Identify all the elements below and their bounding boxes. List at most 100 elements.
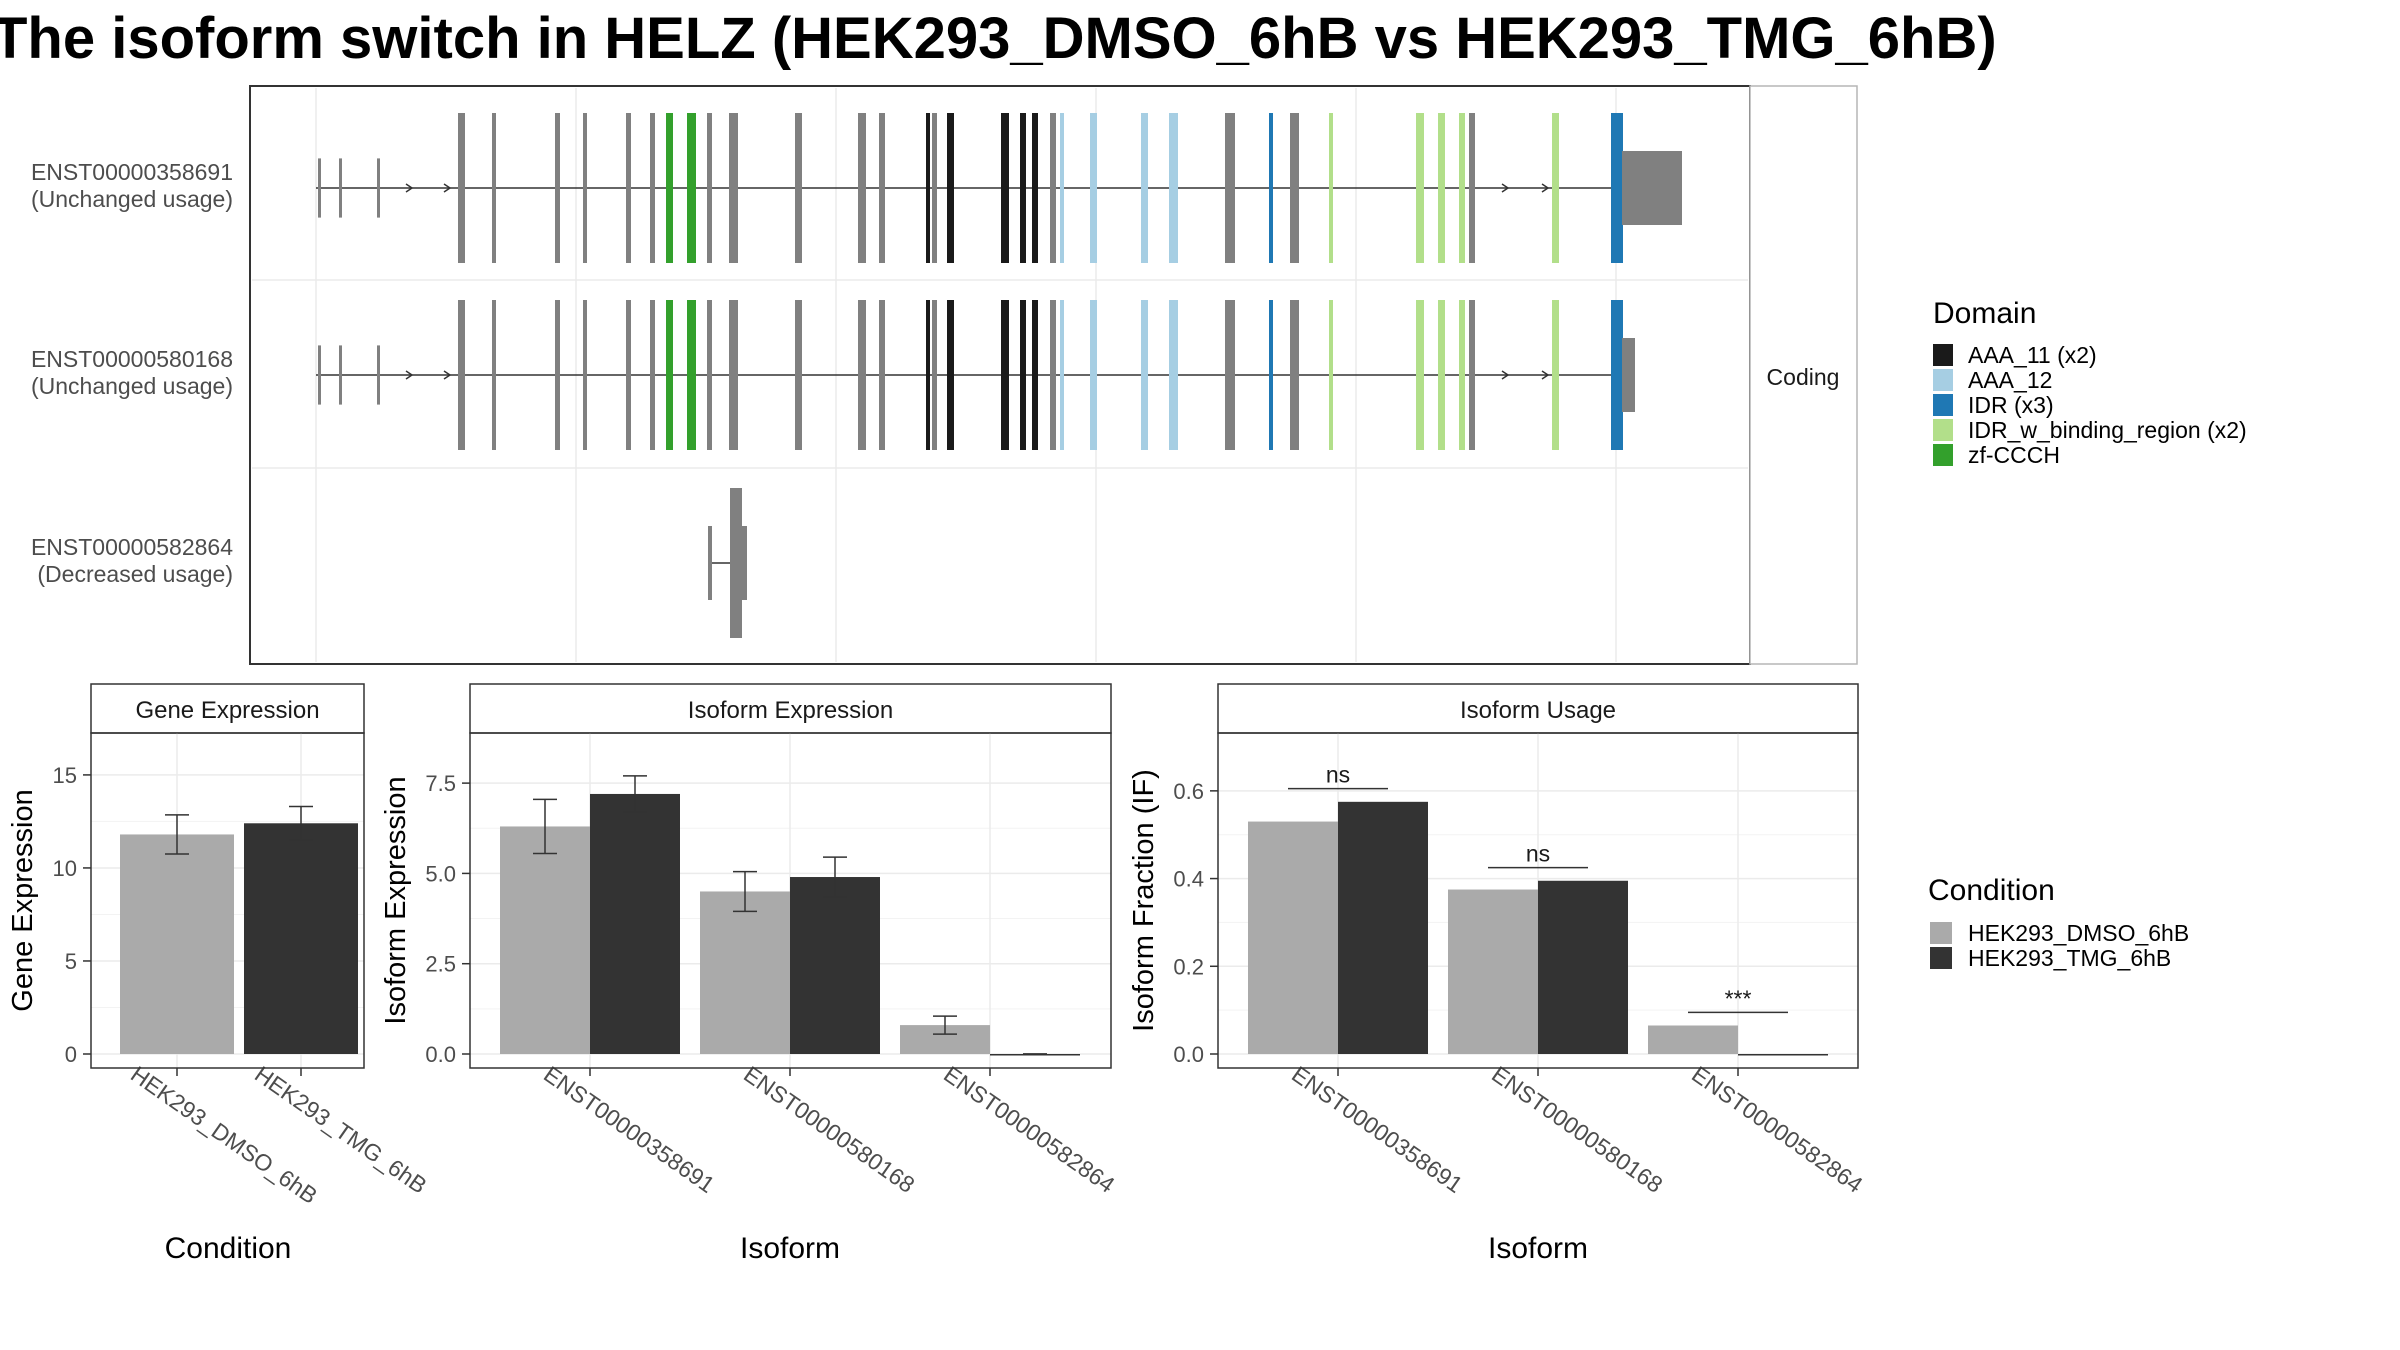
exon-mark [1225,113,1235,263]
transcript-id-label: ENST00000582864 [31,534,233,560]
exon-mark [1090,300,1097,450]
significance-label: ns [1526,841,1550,867]
exon-mark [1169,300,1178,450]
y-tick-label: 2.5 [425,952,456,977]
exon-mark [1416,300,1424,450]
domain-legend-label: AAA_12 [1968,367,2052,393]
exon-mark [1050,300,1056,450]
panel-border [90,732,365,1069]
exon-mark [492,113,496,263]
exon-mark [555,113,560,263]
exon-mark [1329,113,1333,263]
x-axis-title: Isoform [1488,1232,1588,1265]
exon-mark [650,113,655,263]
y-tick-label: 5.0 [425,861,456,886]
bar-tmg [790,877,880,1054]
x-tick-label: ENST00000358691 [539,1061,719,1198]
y-axis-title: Gene Expression [7,789,39,1011]
domain-legend-label: IDR (x3) [1968,392,2054,418]
exon-mark [458,113,465,263]
exon-mark [339,345,342,405]
bar-tmg [1738,1054,1828,1056]
exon-mark [1290,113,1299,263]
transcript-id-label: ENST00000358691 [31,159,233,185]
exon-mark [1141,113,1148,263]
bar-panel-isoform_expression: Isoform Expression 0.0 2.5 5.0 7.5 ENST000003… [380,683,1120,1265]
bar-panel-isoform_usage: Isoform Usage 0.0 0.2 0.4 0.6 ENST00000358691… [1128,683,1868,1265]
expression-panels: Gene Expression051015HEK293_DMSO_6hBHEK2… [7,683,1868,1265]
strand-arrow [443,183,452,193]
exon-mark [1032,300,1038,450]
y-tick-label: 0.6 [1173,779,1204,804]
domain-legend-swatch [1933,394,1953,416]
bar-dmso [1248,821,1338,1054]
exon-mark [1060,113,1064,263]
y-tick-label: 0 [65,1042,77,1067]
exon-mark [666,113,673,263]
exon-mark [729,300,738,450]
exon-mark [1459,113,1465,263]
exon-mark [707,113,712,263]
exon-mark [339,158,342,218]
domain-legend-swatch [1933,344,1953,366]
exon-mark [1459,300,1465,450]
exon-mark [650,300,655,450]
exon-mark [318,158,321,218]
bar-dmso [700,891,790,1054]
y-tick-label: 5 [65,949,77,974]
bar-dmso [120,834,234,1054]
condition-legend-label: HEK293_DMSO_6hB [1968,920,2189,946]
exon-mark [1141,300,1148,450]
exon-mark [1269,300,1273,450]
exon-mark [1169,113,1178,263]
exon-mark [1290,300,1299,450]
transcript-id-label: ENST00000580168 [31,346,233,372]
y-axis-title: Isoform Fraction (IF) [1128,769,1160,1032]
y-tick-label: 0.0 [425,1042,456,1067]
strand-arrow [1541,183,1550,193]
y-tick-label: 15 [53,763,77,788]
exon-mark [1438,113,1445,263]
y-tick-label: 0.4 [1173,867,1204,892]
strand-arrow [1501,370,1510,380]
domain-legend-label: zf-CCCH [1968,442,2060,468]
exon-mark [1329,300,1333,450]
exon-mark [707,300,712,450]
exon-mark [1552,300,1559,450]
exon-mark [858,113,866,263]
exon-mark [1438,300,1445,450]
panel-strip [90,683,365,734]
exon-mark [1225,300,1235,450]
condition-legend-title: Condition [1928,874,2055,907]
exon-mark [492,300,496,450]
exon-mark [858,300,866,450]
exon-mark [932,113,937,263]
bar-panel-gene_expression: Gene Expression051015HEK293_DMSO_6hBHEK2… [7,683,432,1265]
panel-strip-label: Isoform Expression [688,697,893,724]
condition-legend-label: HEK293_TMG_6hB [1968,945,2171,971]
transcript-usage-label: (Unchanged usage) [31,186,233,212]
exon-mark [729,113,738,263]
exon-mark [1416,113,1424,263]
panel-strip-label: Isoform Usage [1460,697,1616,724]
exon-mark [626,113,631,263]
exon-mark [795,300,802,450]
exon-mark [1060,300,1064,450]
y-tick-label: 7.5 [425,771,456,796]
domain-legend-swatch [1933,444,1953,466]
exon-mark [879,113,885,263]
bar-tmg [1538,880,1628,1054]
exon-mark [1269,113,1273,263]
exon-mark [1001,113,1009,263]
bar-dmso [1648,1025,1738,1054]
exon-mark [318,345,321,405]
x-tick-label: ENST00000580168 [1487,1061,1667,1198]
domain-legend-swatch [1933,419,1953,441]
exon-mark [626,300,631,450]
condition-legend-swatch [1930,922,1952,944]
panel-border [469,732,1112,1069]
domain-legend-title: Domain [1933,297,2036,330]
significance-label: ns [1326,762,1350,788]
